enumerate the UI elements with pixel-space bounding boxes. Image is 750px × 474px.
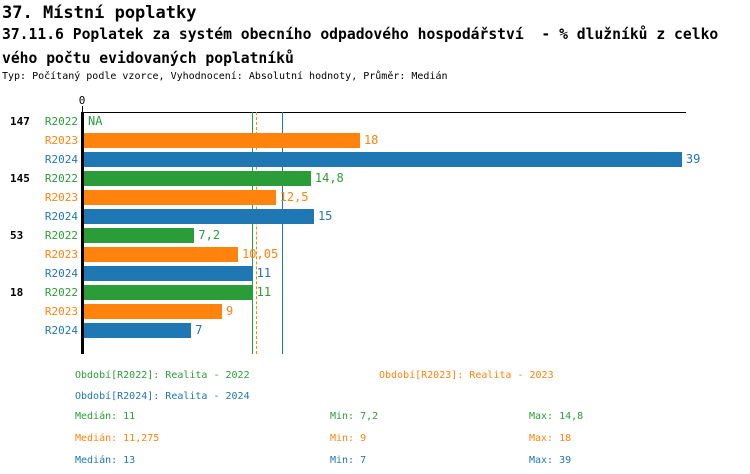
value-label: 14,8 [314, 171, 344, 185]
value-label: 11 [256, 266, 272, 280]
legend-item-2: Období[R2023]: Realita - 2023 [379, 370, 554, 381]
value-label: 11 [256, 285, 272, 299]
bar-group-147: 147 R2022 NA R2023 18 R2024 39 [0, 114, 750, 167]
value-bar-r2023 [84, 304, 222, 319]
axis-zero-label: 0 [78, 94, 86, 107]
axis-vertical-line [81, 112, 84, 354]
bar-row: R2022 14,8 [0, 171, 750, 186]
series-row-label: R2024 [44, 153, 78, 166]
chart-subtitle-line2: vého počtu evidovaných poplatníků [2, 50, 294, 67]
bar-row: R2023 9 [0, 304, 750, 319]
value-label: 12,5 [279, 190, 309, 204]
stat-max-2: Max: 18 [529, 433, 572, 444]
value-bar-r2022 [84, 285, 253, 300]
value-bar-r2023 [84, 133, 360, 148]
group-label: 147 [10, 115, 30, 128]
series-row-label: R2023 [44, 191, 78, 204]
series-row-label: R2023 [44, 134, 78, 147]
series-row-label: R2023 [44, 305, 78, 318]
bar-group-145: 145 R2022 14,8 R2023 12,5 R2024 15 [0, 171, 750, 224]
axis-zero-tick [82, 106, 83, 112]
median-line-r2024 [282, 112, 284, 354]
stat-median-3: Medián: 13 [75, 455, 136, 466]
legend-item-3: Období[R2024]: Realita - 2024 [75, 391, 250, 402]
stat-min-3: Min: 7 [330, 455, 367, 466]
stat-median-1: Medián: 11 [75, 411, 136, 422]
series-row-label: R2024 [44, 324, 78, 337]
bar-row: R2023 18 [0, 133, 750, 148]
stat-max-3: Max: 39 [529, 455, 572, 466]
value-label: 9 [225, 304, 234, 318]
value-bar-r2024 [84, 266, 253, 281]
bar-row: R2024 39 [0, 152, 750, 167]
value-label: 18 [363, 133, 379, 147]
median-line-r2022 [251, 112, 253, 354]
bar-group-18: 18 R2022 11 R2023 9 R2024 7 [0, 285, 750, 338]
median-line-r2023 [255, 112, 257, 354]
bar-row: R2024 7 [0, 323, 750, 338]
bar-row: R2023 12,5 [0, 190, 750, 205]
bar-row: R2022 NA [0, 114, 750, 129]
value-bar-r2024 [84, 152, 682, 167]
series-row-label: R2023 [44, 248, 78, 261]
bar-group-53: 53 R2022 7,2 R2023 10,05 R2024 11 [0, 228, 750, 281]
series-row-label: R2024 [44, 210, 78, 223]
value-bar-r2022 [84, 171, 311, 186]
series-row-label: R2022 [44, 229, 78, 242]
value-bar-r2023 [84, 247, 239, 262]
stat-min-1: Min: 7,2 [330, 411, 379, 422]
value-bar-r2023 [84, 190, 276, 205]
value-bar-r2024 [84, 323, 192, 338]
bar-row: R2024 15 [0, 209, 750, 224]
series-row-label: R2022 [44, 115, 78, 128]
series-row-label: R2022 [44, 286, 78, 299]
bar-row: R2022 7,2 [0, 228, 750, 243]
bar-groups-layer: 147 R2022 NA R2023 18 R2024 39 145 R2022 14,8 R202… [0, 114, 750, 342]
stat-min-2: Min: 9 [330, 433, 367, 444]
value-label: NA [88, 114, 103, 128]
value-label: 10,05 [242, 247, 279, 261]
stat-max-1: Max: 14,8 [529, 411, 584, 422]
stat-median-2: Medián: 11,275 [75, 433, 160, 444]
value-label: 15 [317, 209, 333, 223]
group-label: 18 [10, 286, 24, 299]
bar-row: R2024 11 [0, 266, 750, 281]
value-label: 7 [195, 323, 203, 337]
value-label: 7,2 [198, 228, 221, 242]
group-label: 53 [10, 229, 24, 242]
group-label: 145 [10, 172, 30, 185]
value-bar-r2022 [84, 228, 195, 243]
bar-row: R2022 11 [0, 285, 750, 300]
value-bar-r2024 [84, 209, 314, 224]
chart-meta-line: Typ: Počítaný podle vzorce, Vyhodnocení:… [2, 71, 448, 82]
axis-top-line [83, 112, 686, 113]
chart-subtitle-line1: 37.11.6 Poplatek za systém obecního odpa… [2, 26, 719, 43]
value-label: 39 [685, 152, 701, 166]
series-row-label: R2022 [44, 172, 78, 185]
series-row-label: R2024 [44, 267, 78, 280]
bar-row: R2023 10,05 [0, 247, 750, 262]
legend-item-1: Období[R2022]: Realita - 2022 [75, 370, 250, 381]
page-title: 37. Místní poplatky [2, 3, 197, 23]
